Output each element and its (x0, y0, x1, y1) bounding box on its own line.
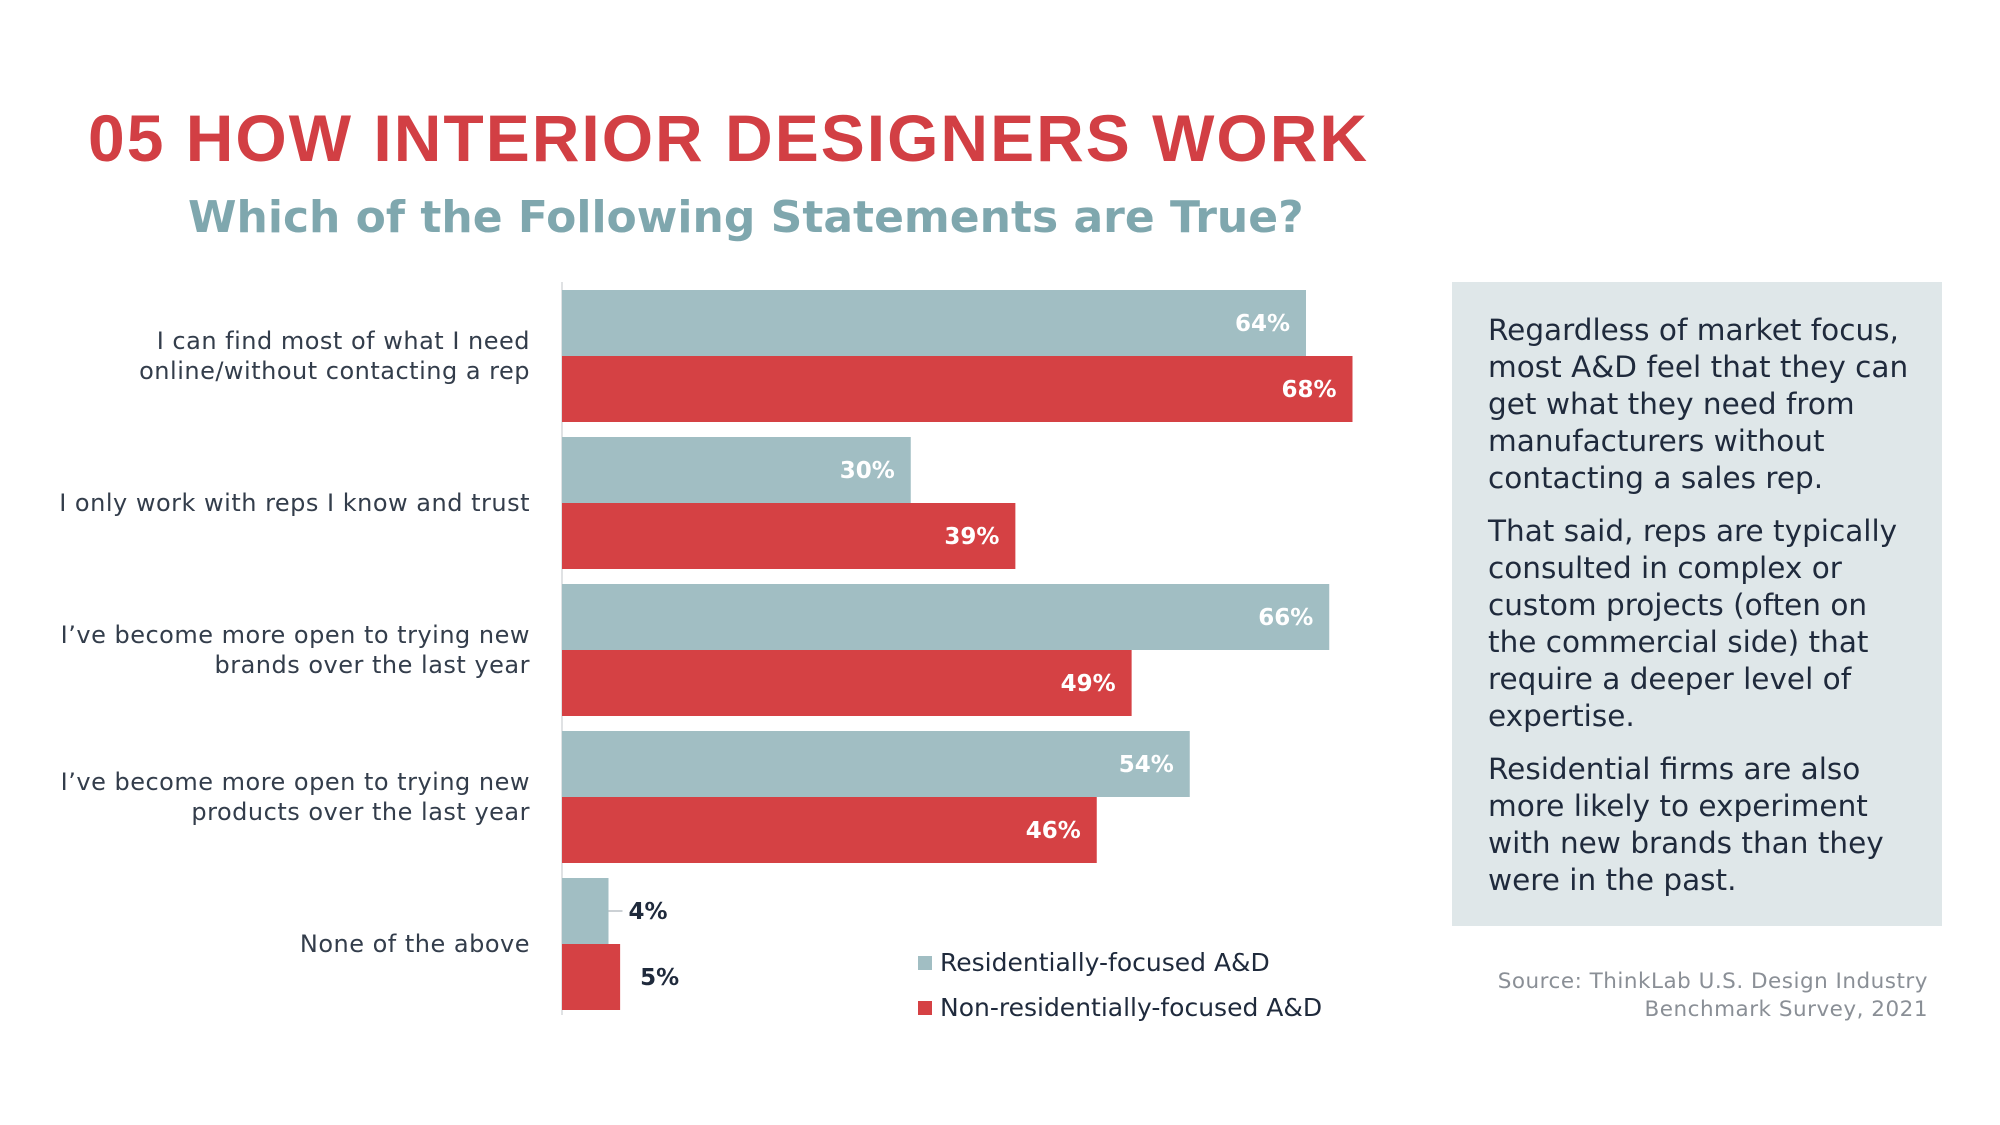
legend-label-non-residential: Non-residentially-focused A&D (940, 993, 1323, 1022)
bar-non-residential (562, 650, 1132, 716)
legend-item-non-residential: Non-residentially-focused A&D (918, 985, 1322, 1030)
data-label-non-residential: 46% (1026, 818, 1081, 844)
callout-paragraph: Regardless of market focus, most A&D fee… (1488, 313, 1909, 495)
bar-non-residential (562, 944, 621, 1010)
data-label-residential: 4% (629, 899, 668, 925)
bar-residential (562, 584, 1330, 650)
category-label: I’ve become more open to trying new (61, 621, 530, 649)
bar-non-residential (562, 356, 1353, 422)
category-label: I only work with reps I know and trust (59, 489, 530, 517)
callout-paragraph: Residential firms are also more likely t… (1488, 752, 1884, 897)
legend-item-residential: Residentially-focused A&D (918, 940, 1322, 985)
chart-legend: Residentially-focused A&D Non-residentia… (918, 940, 1322, 1030)
source-line-2: Benchmark Survey, 2021 (1644, 997, 1928, 1022)
legend-label-residential: Residentially-focused A&D (940, 948, 1270, 977)
data-label-residential: 64% (1235, 311, 1290, 337)
bar-residential (562, 437, 911, 503)
data-label-non-residential: 49% (1061, 671, 1116, 697)
bar-residential (562, 290, 1306, 356)
bar-residential (562, 878, 609, 944)
bar-residential (562, 731, 1190, 797)
data-label-residential: 54% (1119, 752, 1174, 778)
bar-non-residential (562, 797, 1097, 863)
insight-callout: Regardless of market focus, most A&D fee… (1452, 282, 1942, 926)
legend-swatch-non-residential (918, 1000, 932, 1015)
category-label: I’ve become more open to trying new (61, 768, 530, 796)
data-label-non-residential: 39% (944, 524, 999, 550)
category-label: products over the last year (191, 798, 530, 826)
source-note: Source: ThinkLab U.S. Design Industry Be… (1408, 968, 1928, 1024)
category-label: brands over the last year (214, 651, 530, 679)
bar-non-residential (562, 503, 1016, 569)
chart-subtitle: Which of the Following Statements are Tr… (188, 192, 1304, 243)
callout-paragraph: That said, reps are typically consulted … (1488, 514, 1898, 733)
category-label: online/without contacting a rep (139, 357, 530, 385)
data-label-residential: 30% (840, 458, 895, 484)
data-label-non-residential: 5% (640, 965, 679, 991)
source-line-1: Source: ThinkLab U.S. Design Industry (1497, 969, 1928, 994)
data-label-residential: 66% (1258, 605, 1313, 631)
bar-chart: I can find most of what I needonline/wit… (59, 282, 1353, 1015)
category-label: I can find most of what I need (157, 327, 530, 355)
page-title: 05 HOW INTERIOR DESIGNERS WORK (88, 101, 1370, 175)
data-label-non-residential: 68% (1281, 377, 1336, 403)
category-label: None of the above (300, 930, 530, 958)
legend-swatch-residential (918, 955, 932, 970)
